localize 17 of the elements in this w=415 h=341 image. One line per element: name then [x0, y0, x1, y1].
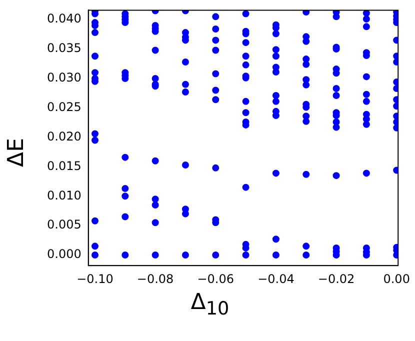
x-tick-label: −0.04: [258, 272, 294, 286]
y-tick-label: 0.015: [46, 158, 82, 173]
y-axis-title: ΔE: [4, 138, 29, 167]
x-tick-label: −0.10: [76, 272, 114, 286]
y-tick-label: 0.010: [46, 188, 82, 202]
x-axis-title: Δ$_{10}$: [190, 290, 230, 320]
y-tick-label: 0.035: [46, 41, 82, 56]
y-tick-label: 0.000: [46, 247, 82, 262]
x-tick-label: −0.08: [136, 272, 174, 286]
y-tick-label: 0.040: [46, 12, 82, 26]
x-tick-label: −0.02: [318, 272, 355, 286]
y-tick-label: 0.020: [46, 129, 82, 144]
x-tick-label: 0.00: [383, 272, 410, 286]
y-tick-label: 0.025: [46, 100, 82, 114]
y-tick-label: 0.005: [46, 218, 82, 232]
x-tick-label: −0.06: [197, 272, 234, 286]
y-tick-label: 0.030: [46, 70, 82, 85]
